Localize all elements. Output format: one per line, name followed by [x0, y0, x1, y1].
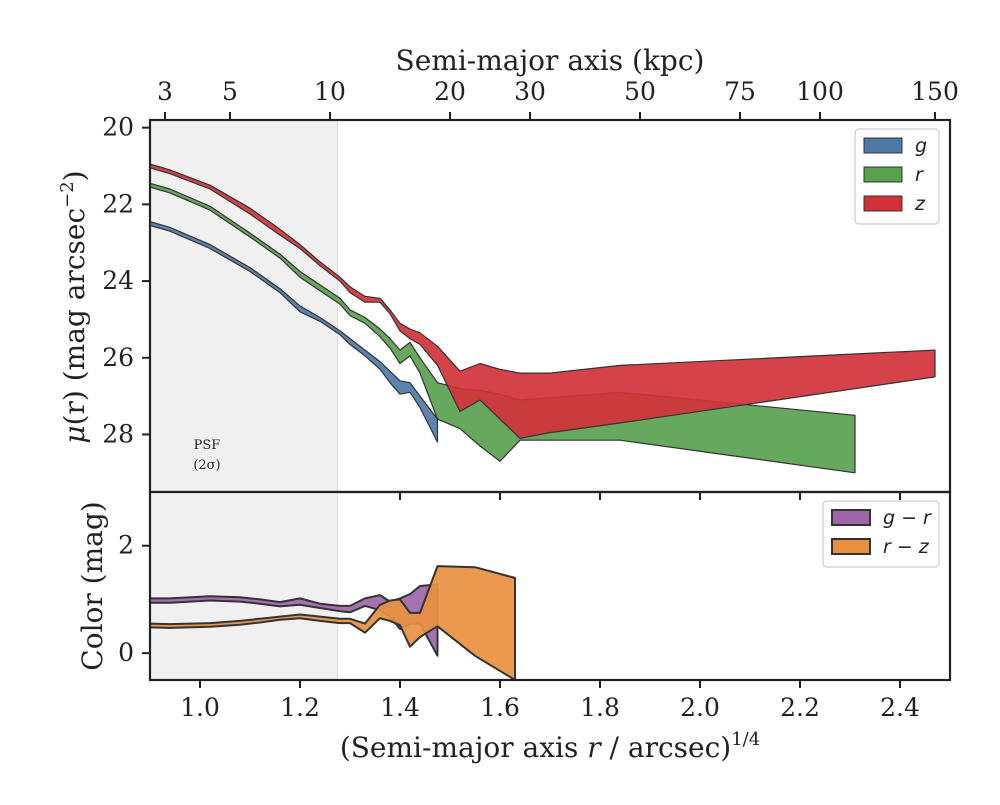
top-panel-y-axis-title: μ(r) (mag arcsec−2): [57, 170, 91, 443]
top-panel-ticks: 20 22 24 26 28 3 5 10 20 30 50 75 100 150: [102, 77, 959, 500]
psf-note-line1: PSF: [194, 438, 221, 453]
surface-brightness-panel: PSF (2σ) 20 22 24 26 28 3 5 10 20 30 50 75 100 150 gr…: [102, 77, 959, 500]
x-tick-label: 2.0: [680, 693, 720, 722]
top-y-tick-label: 24: [102, 266, 134, 295]
kpc-tick-label: 30: [514, 77, 546, 106]
unit-main: (mag arcsec: [58, 208, 91, 381]
bottom-panel-ticks: 0 2 1.0 1.2 1.4 1.6 1.8 2.0 2.2 2.4: [118, 531, 920, 722]
bottom-band-gr: [150, 583, 439, 657]
top-legend-swatch-g: [863, 137, 903, 154]
x-tick-label: 1.0: [180, 693, 220, 722]
top-axis-title: Semi-major axis (kpc): [396, 44, 705, 77]
color-series: [150, 492, 516, 680]
top-y-tick-label: 28: [102, 419, 134, 448]
kpc-tick-label: 20: [434, 77, 466, 106]
x-title-exponent: 1/4: [731, 729, 760, 750]
x-tick-label: 2.2: [780, 693, 820, 722]
bottom-legend-swatch-rz: [831, 538, 871, 555]
kpc-tick-label: 50: [624, 77, 656, 106]
top-legend-label-g: g: [915, 135, 927, 157]
psf-note-line2: (2σ): [193, 458, 220, 473]
x-axis-title: (Semi-major axis r / arcsec)1/4: [340, 729, 760, 764]
color-panel: 0 2 1.0 1.2 1.4 1.6 1.8 2.0 2.2 2.4 g − r r − z: [118, 490, 952, 722]
x-tick-label: 1.8: [580, 693, 620, 722]
bottom-panel-y-axis-title: Color (mag): [76, 501, 109, 670]
x-tick-label: 2.4: [880, 693, 920, 722]
kpc-tick-label: 75: [724, 77, 756, 106]
mu-symbol: μ: [58, 425, 91, 443]
top-band-g: [150, 221, 439, 443]
x-tick-label: 1.2: [280, 693, 320, 722]
kpc-tick-label: 150: [911, 77, 959, 106]
top-band-z: [150, 163, 936, 439]
x-title-var: r: [587, 731, 602, 764]
psf-region-shade: [150, 120, 338, 492]
top-y-tick-label: 22: [102, 189, 134, 218]
bottom-legend-swatch-gr: [831, 509, 871, 526]
top-legend-swatch-r: [863, 166, 903, 183]
top-legend-swatch-z: [863, 195, 903, 212]
kpc-tick-label: 100: [796, 77, 844, 106]
x-tick-label: 1.4: [380, 693, 420, 722]
top-legend: grz: [854, 128, 940, 225]
top-legend-label-z: z: [914, 193, 926, 215]
mu-argument: (r): [58, 381, 91, 425]
surface-brightness-series: [150, 120, 936, 492]
top-y-tick-label: 26: [102, 343, 134, 372]
bottom-panel-frame: [148, 490, 952, 682]
x-title-main: (Semi-major axis: [340, 731, 587, 764]
bottom-legend: g − r r − z: [822, 500, 940, 568]
bottom-legend-label-gr: g − r: [883, 507, 932, 529]
x-title-tail: / arcsec): [601, 731, 732, 764]
unit-close: ): [58, 170, 91, 181]
psf-region-shade-bottom: [150, 492, 338, 680]
kpc-tick-label: 5: [222, 77, 238, 106]
unit-exponent: −2: [57, 181, 78, 208]
bottom-band-rz: [150, 565, 516, 680]
x-tick-label: 1.6: [480, 693, 520, 722]
kpc-tick-label: 3: [157, 77, 173, 106]
top-y-tick-label: 20: [102, 113, 134, 142]
bottom-legend-label-rz: r − z: [883, 536, 930, 558]
bottom-y-tick-label: 0: [118, 638, 134, 667]
kpc-tick-label: 10: [314, 77, 346, 106]
top-legend-label-r: r: [915, 164, 924, 186]
bottom-y-tick-label: 2: [118, 531, 134, 560]
